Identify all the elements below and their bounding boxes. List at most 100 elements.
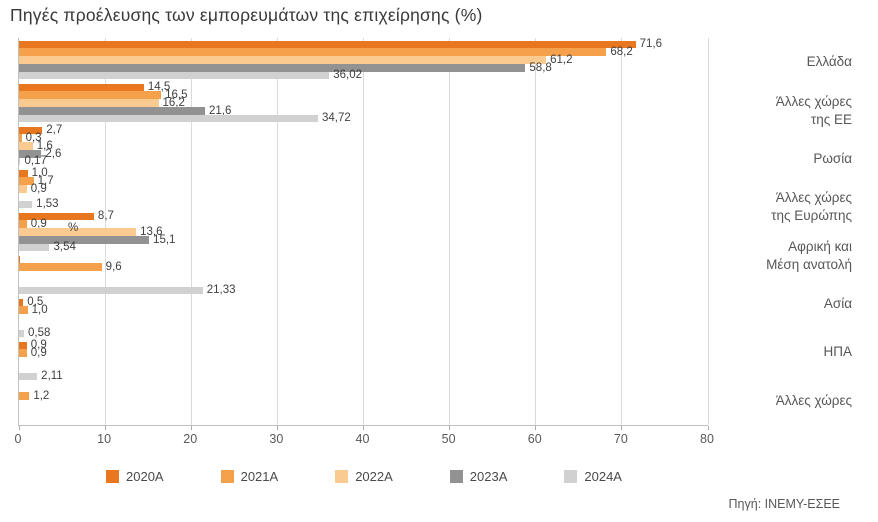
category-axis-labels: Ελλάδα Άλλες χώρες της ΕΕ Ρωσία Άλλες χώρες τ… (698, 38, 858, 425)
legend-item-2020A: 2020A (106, 469, 164, 484)
gridline-60 (535, 38, 537, 425)
legend-swatch-2020A (106, 470, 119, 483)
category-label-7: ΗΠΑ (698, 328, 858, 376)
legend-swatch-2021A (220, 470, 234, 483)
value-label: 2,7 (46, 124, 63, 137)
legend-label-2021A: 2021A (240, 469, 279, 484)
category-label-8: Άλλες χώρες (698, 377, 858, 425)
value-label: 8,7 (97, 210, 114, 223)
legend-item-2024A: 2024A (564, 469, 622, 484)
axis-tick-30 (276, 426, 278, 430)
annotation-percent: % (68, 222, 79, 234)
axis-tick-0 (19, 426, 20, 430)
bar-2020A-group1 (19, 40, 636, 49)
value-label: 61,2 (550, 53, 573, 66)
axis-tick-60 (535, 426, 537, 430)
bar-2021A-group4 (19, 177, 34, 185)
value-label: 3,54 (53, 241, 76, 254)
bar-2022A-group4 (19, 185, 27, 193)
bar-2021A-group9 (19, 392, 30, 400)
value-label: 36,02 (333, 69, 362, 82)
value-label: 1,53 (36, 198, 59, 211)
legend-swatch-2024A (564, 470, 578, 483)
value-label: 71,6 (639, 38, 663, 51)
bar-2024A-group7 (19, 329, 24, 338)
axis-tick-10 (104, 426, 106, 430)
bar-2020A-group3 (19, 126, 43, 135)
value-label: 0,9 (30, 339, 47, 352)
legend-swatch-2023A (449, 470, 463, 483)
legend-label-2022A: 2022A (355, 469, 393, 484)
gridline-70 (621, 38, 623, 425)
bar-2023A-group5 (19, 235, 150, 244)
bar-2024A-group3 (19, 157, 21, 166)
bar-2021A-group3 (19, 134, 22, 142)
bar-2021A-group1 (19, 48, 607, 56)
category-label-6: Ασία (698, 280, 858, 328)
value-label: 68,2 (610, 46, 633, 59)
bar-2022A-group1 (19, 56, 547, 64)
chart-title: Πηγές προέλευσης των εμπορευμάτων της επ… (10, 5, 483, 25)
legend-label-2023A: 2023A (469, 469, 508, 484)
axis-tick-70 (621, 426, 623, 430)
category-label-line: ΗΠΑ (823, 344, 852, 360)
axis-tick-80 (707, 426, 709, 430)
bar-2020A-group2 (19, 83, 144, 92)
category-label-2: Άλλες χώρες της ΕΕ (698, 86, 858, 134)
gridline-30 (276, 38, 278, 425)
x-tick-label-50: 50 (441, 432, 456, 446)
axis-tick-40 (363, 426, 364, 430)
value-label: 15,1 (153, 233, 176, 246)
x-tick-label-0: 0 (14, 432, 22, 446)
category-label-line: Μέση ανατολή (766, 256, 852, 272)
category-label-5: Αφρική και Μέση ανατολή (698, 232, 858, 280)
value-label: 0,58 (27, 327, 51, 340)
x-tick-label-30: 30 (269, 432, 284, 446)
bar-2020A-group8 (19, 341, 27, 350)
bar-2020A-group5 (19, 212, 94, 221)
value-label: 34,72 (322, 112, 351, 125)
value-label: 13,6 (140, 225, 163, 238)
value-label: 16,2 (162, 96, 185, 109)
x-tick-label-70: 70 (613, 432, 628, 446)
x-tick-label-10: 10 (97, 432, 112, 446)
plot-area: 71,6 68,2 61,2 58,8 36,02 14,5 16,5 16,2 21,6 34,… (18, 38, 709, 430)
legend-label-2020A: 2020A (126, 469, 164, 484)
value-label: 0,9 (30, 182, 47, 195)
value-label: 0,9 (30, 347, 47, 360)
category-label-line: Ελλάδα (806, 54, 852, 70)
bar-2021A-group6 (19, 263, 102, 271)
category-label-line: της Ευρώπης (771, 208, 852, 224)
value-label: 1,0 (31, 304, 48, 317)
category-label-line: Αφρική και (788, 238, 852, 254)
value-label: 21,33 (206, 284, 236, 297)
gridline-80 (707, 38, 709, 425)
category-label-3: Ρωσία (698, 135, 858, 183)
bar-2023A-group3 (19, 149, 42, 158)
category-label-line: Άλλες χώρες (775, 190, 852, 206)
gridline-40 (363, 38, 364, 425)
value-label: 0,5 (27, 296, 44, 309)
legend-item-2021A: 2021A (220, 469, 279, 484)
value-label: 0,9 (30, 218, 47, 231)
bar-2023A-group2 (19, 106, 206, 115)
value-label: 14,5 (147, 81, 171, 94)
legend-label-2024A: 2024A (584, 469, 622, 484)
value-label: 1,6 (36, 139, 53, 152)
category-label-1: Ελλάδα (698, 38, 858, 86)
bar-2020A-group4 (19, 169, 28, 178)
value-label: 1,0 (31, 167, 48, 180)
x-tick-label-80: 80 (700, 432, 714, 446)
value-label: 16,5 (165, 89, 188, 102)
axis-tick-50 (449, 426, 451, 430)
source-note: Πηγή: ΙΝΕΜΥ-ΕΣΕΕ (728, 497, 840, 511)
value-label: 1,7 (37, 175, 54, 188)
bar-2024A-group6 (19, 286, 203, 295)
bar-2022A-group5 (19, 228, 137, 236)
value-label: 2,6 (45, 147, 62, 160)
category-label-line: Άλλες χώρες (775, 392, 852, 408)
bar-2020A-group6 (19, 255, 20, 264)
value-label: 0,3 (25, 132, 42, 145)
bar-2024A-group4 (19, 200, 33, 209)
